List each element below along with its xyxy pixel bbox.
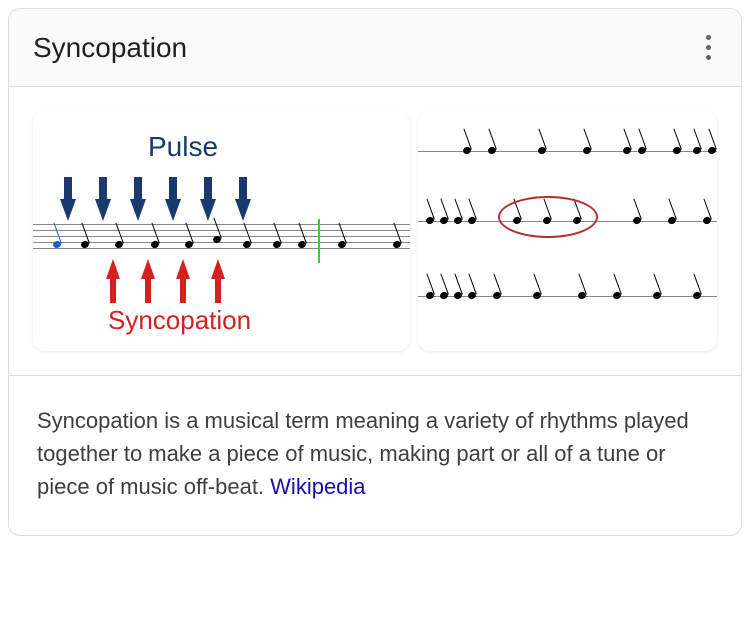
music-note-icon bbox=[622, 146, 632, 155]
syncopation-arrow-icon bbox=[106, 259, 120, 279]
music-note-icon bbox=[612, 291, 622, 300]
music-note-icon bbox=[467, 291, 477, 300]
music-note-icon bbox=[652, 291, 662, 300]
music-note-icon bbox=[467, 216, 477, 225]
music-note-icon bbox=[702, 216, 712, 225]
pulse-arrow-icon bbox=[60, 199, 76, 221]
music-note-icon bbox=[532, 291, 542, 300]
music-note-icon bbox=[492, 291, 502, 300]
music-note-icon bbox=[692, 146, 702, 155]
panel-header: Syncopation bbox=[9, 9, 741, 87]
music-note-icon bbox=[453, 216, 463, 225]
image-carousel: Pulse bbox=[9, 87, 741, 376]
description-block: Syncopation is a musical term meaning a … bbox=[9, 376, 741, 535]
music-note-icon bbox=[707, 146, 717, 155]
syncopation-arrow-icon bbox=[211, 259, 225, 279]
pulse-arrow-icon bbox=[235, 199, 251, 221]
image-tile-pulse-syncopation[interactable]: Pulse bbox=[33, 111, 410, 351]
pulse-arrow-icon bbox=[130, 199, 146, 221]
music-note-icon bbox=[577, 291, 587, 300]
pulse-label: Pulse bbox=[148, 131, 218, 163]
image-tile-notation-example[interactable] bbox=[418, 111, 717, 351]
cursor-bar-icon bbox=[318, 219, 320, 263]
music-note-icon bbox=[692, 291, 702, 300]
music-note-icon bbox=[453, 291, 463, 300]
music-note-icon bbox=[582, 146, 592, 155]
music-note-icon bbox=[667, 216, 677, 225]
music-note-icon bbox=[537, 146, 547, 155]
music-note-icon bbox=[637, 146, 647, 155]
pulse-arrow-icon bbox=[165, 199, 181, 221]
music-note-icon bbox=[439, 291, 449, 300]
highlight-ellipse-icon bbox=[498, 196, 598, 238]
music-note-icon bbox=[462, 146, 472, 155]
knowledge-panel-card: Syncopation Pulse bbox=[8, 8, 742, 536]
wikipedia-link[interactable]: Wikipedia bbox=[270, 474, 365, 499]
music-note-icon bbox=[487, 146, 497, 155]
syncopation-label: Syncopation bbox=[108, 305, 251, 336]
syncopation-arrow-icon bbox=[141, 259, 155, 279]
music-note-icon bbox=[632, 216, 642, 225]
music-note-icon bbox=[439, 216, 449, 225]
syncopation-arrow-icon bbox=[176, 259, 190, 279]
music-staff bbox=[33, 224, 410, 264]
pulse-arrow-icon bbox=[95, 199, 111, 221]
more-options-icon[interactable] bbox=[700, 29, 717, 66]
music-note-icon bbox=[425, 216, 435, 225]
staff-line bbox=[418, 296, 717, 297]
music-note-icon bbox=[672, 146, 682, 155]
panel-title: Syncopation bbox=[33, 32, 187, 64]
music-note-icon bbox=[425, 291, 435, 300]
